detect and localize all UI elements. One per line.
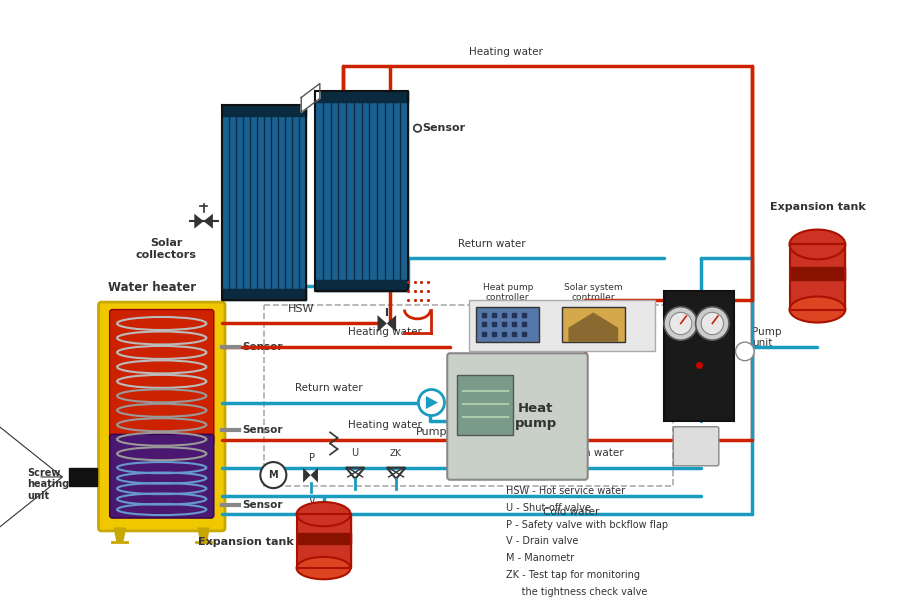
Text: Cold water: Cold water xyxy=(543,507,599,517)
Text: Heat
pump: Heat pump xyxy=(515,403,557,430)
Text: Water heater: Water heater xyxy=(108,281,196,294)
Text: M: M xyxy=(268,470,278,480)
Text: Return water: Return water xyxy=(555,448,624,458)
Circle shape xyxy=(696,307,729,340)
Bar xyxy=(562,307,625,342)
Text: Screw
heating
unit: Screw heating unit xyxy=(27,467,69,501)
Text: the tightness check valve: the tightness check valve xyxy=(506,587,647,596)
Text: Sensor: Sensor xyxy=(243,342,284,352)
Polygon shape xyxy=(315,280,409,291)
FancyBboxPatch shape xyxy=(110,434,214,518)
Text: P - Safety valve with bckflow flap: P - Safety valve with bckflow flap xyxy=(506,520,668,530)
Text: U - Shut-off valve: U - Shut-off valve xyxy=(506,503,591,513)
Polygon shape xyxy=(222,105,306,116)
Text: Return water: Return water xyxy=(458,239,526,249)
Polygon shape xyxy=(315,91,409,102)
Text: Sensor: Sensor xyxy=(243,500,284,510)
Text: Heating water: Heating water xyxy=(348,421,422,430)
Bar xyxy=(457,374,513,435)
Polygon shape xyxy=(302,83,319,112)
Text: Expansion tank: Expansion tank xyxy=(770,202,865,212)
Polygon shape xyxy=(789,244,845,310)
Text: Expansion tank: Expansion tank xyxy=(198,537,293,547)
Text: M - Manometr: M - Manometr xyxy=(506,553,574,563)
Text: Heating water: Heating water xyxy=(348,328,422,337)
Bar xyxy=(469,300,654,352)
Ellipse shape xyxy=(297,557,350,579)
Text: V: V xyxy=(309,496,316,506)
Text: ZK: ZK xyxy=(390,449,402,458)
Text: Solar
collectors: Solar collectors xyxy=(136,238,197,260)
Text: P: P xyxy=(310,453,315,463)
Text: Return water: Return water xyxy=(295,383,363,393)
Polygon shape xyxy=(569,313,617,341)
Polygon shape xyxy=(222,289,306,300)
Text: Pump
unit: Pump unit xyxy=(752,326,782,348)
Circle shape xyxy=(260,462,286,488)
Polygon shape xyxy=(297,533,350,544)
Ellipse shape xyxy=(789,230,845,259)
Text: Heating water: Heating water xyxy=(469,47,543,56)
FancyBboxPatch shape xyxy=(110,310,214,445)
FancyBboxPatch shape xyxy=(447,353,588,480)
Polygon shape xyxy=(114,528,125,542)
Ellipse shape xyxy=(789,296,845,323)
Polygon shape xyxy=(297,514,350,568)
Text: U: U xyxy=(352,448,359,458)
Bar xyxy=(264,305,673,486)
Polygon shape xyxy=(68,467,96,486)
Polygon shape xyxy=(194,214,203,229)
Text: Heat pump
controller: Heat pump controller xyxy=(482,283,533,302)
FancyBboxPatch shape xyxy=(98,302,225,531)
Text: Pump: Pump xyxy=(416,427,447,437)
Polygon shape xyxy=(377,315,387,332)
Circle shape xyxy=(664,307,698,340)
Bar xyxy=(664,291,734,421)
Polygon shape xyxy=(222,105,306,300)
Ellipse shape xyxy=(297,502,350,526)
Circle shape xyxy=(701,313,724,335)
Text: HSW - Hot service water: HSW - Hot service water xyxy=(506,486,625,496)
Text: Solar system
controller: Solar system controller xyxy=(564,283,623,302)
Circle shape xyxy=(670,313,692,335)
Text: ZK - Test tap for monitoring: ZK - Test tap for monitoring xyxy=(506,570,640,580)
Circle shape xyxy=(418,389,445,416)
FancyBboxPatch shape xyxy=(673,427,719,466)
Polygon shape xyxy=(303,467,310,482)
Polygon shape xyxy=(426,396,438,409)
Polygon shape xyxy=(789,267,845,280)
Text: V - Drain valve: V - Drain valve xyxy=(506,536,578,547)
Circle shape xyxy=(414,124,421,132)
Text: Sensor: Sensor xyxy=(243,425,284,436)
Text: Sensor: Sensor xyxy=(422,123,465,133)
Polygon shape xyxy=(310,467,318,482)
Polygon shape xyxy=(387,315,396,332)
Polygon shape xyxy=(315,91,409,291)
Bar xyxy=(476,307,539,342)
Circle shape xyxy=(735,342,754,361)
Polygon shape xyxy=(203,214,213,229)
Polygon shape xyxy=(198,528,209,542)
Text: HSW: HSW xyxy=(288,304,314,314)
